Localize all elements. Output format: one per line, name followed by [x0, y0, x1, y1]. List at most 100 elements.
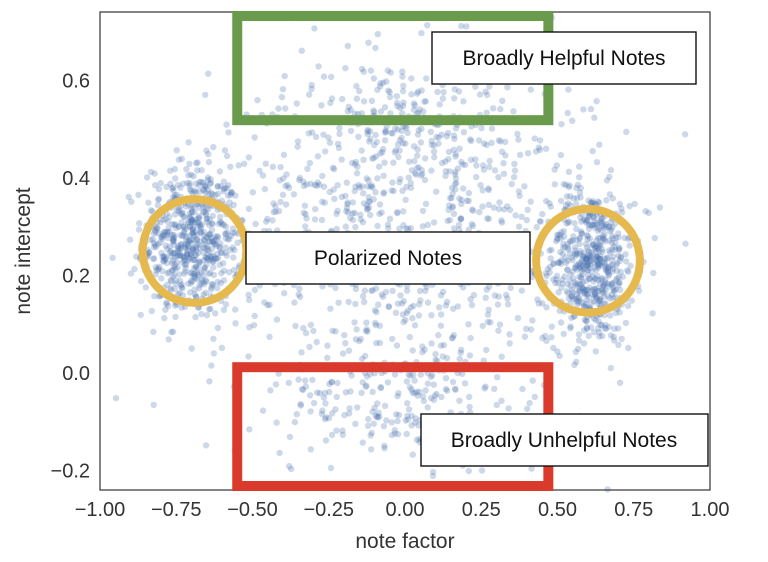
scatter-point — [379, 79, 387, 86]
scatter-point — [516, 192, 523, 200]
scatter-point — [536, 218, 543, 225]
scatter-point — [169, 273, 177, 280]
scatter-point — [458, 158, 465, 166]
scatter-point — [372, 285, 380, 292]
x-tick-label: 0.00 — [386, 499, 425, 521]
scatter-point — [227, 190, 235, 197]
scatter-point — [435, 140, 442, 147]
scatter-point — [403, 309, 410, 317]
scatter-point — [592, 275, 599, 282]
scatter-point — [374, 222, 381, 230]
scatter-point — [334, 140, 342, 148]
scatter-point — [169, 236, 177, 243]
scatter-point — [214, 183, 221, 190]
scatter-point — [152, 182, 159, 189]
scatter-point — [306, 91, 313, 98]
scatter-point — [214, 285, 221, 292]
scatter-point — [612, 239, 619, 247]
scatter-point — [601, 324, 609, 332]
scatter-point — [213, 255, 220, 262]
scatter-point — [499, 97, 506, 105]
scatter-point — [191, 187, 198, 194]
scatter-point — [579, 271, 586, 278]
scatter-point — [597, 242, 604, 249]
scatter-point — [496, 321, 504, 328]
scatter-point — [314, 389, 321, 396]
scatter-point — [198, 280, 205, 287]
scatter-point — [333, 427, 340, 434]
scatter-point — [179, 259, 186, 266]
scatter-point — [417, 297, 424, 304]
scatter-point — [175, 242, 182, 250]
scatter-point — [598, 258, 606, 265]
scatter-point — [200, 186, 207, 193]
scatter-point — [302, 377, 309, 384]
scatter-point — [365, 194, 372, 201]
scatter-point — [399, 87, 407, 95]
scatter-point — [269, 163, 277, 170]
scatter-point — [437, 342, 445, 349]
scatter-point — [300, 178, 307, 185]
scatter-point — [198, 310, 205, 318]
scatter-point — [615, 234, 622, 241]
scatter-point — [543, 337, 550, 345]
scatter-point — [582, 240, 590, 248]
scatter-point — [173, 147, 180, 154]
scatter-point — [276, 449, 283, 457]
scatter-point — [179, 209, 186, 216]
scatter-point — [487, 319, 494, 326]
scatter-point — [467, 296, 474, 303]
scatter-point — [339, 95, 346, 103]
scatter-point — [166, 213, 173, 221]
scatter-point — [578, 258, 585, 265]
scatter-point — [427, 394, 435, 402]
scatter-point — [585, 247, 592, 254]
scatter-point — [583, 244, 591, 251]
scatter-point — [203, 215, 211, 222]
scatter-point — [566, 276, 573, 284]
scatter-point — [400, 318, 407, 326]
scatter-point — [414, 392, 421, 399]
scatter-point — [319, 407, 326, 414]
scatter-point — [162, 215, 169, 223]
scatter-point — [682, 240, 689, 247]
scatter-point — [151, 241, 159, 249]
scatter-point — [181, 243, 189, 250]
scatter-point — [326, 388, 333, 396]
scatter-point — [378, 209, 385, 216]
scatter-point — [174, 247, 181, 255]
scatter-point — [166, 243, 173, 250]
scatter-point — [601, 260, 608, 267]
scatter-point — [570, 233, 577, 240]
scatter-point — [336, 130, 343, 138]
scatter-point — [596, 261, 603, 268]
scatter-point — [330, 186, 337, 193]
scatter-point — [184, 244, 192, 251]
scatter-point — [450, 332, 457, 339]
scatter-point — [452, 153, 459, 160]
scatter-point — [523, 325, 530, 332]
scatter-point — [391, 149, 398, 156]
scatter-point — [208, 234, 216, 242]
scatter-point — [455, 221, 463, 229]
scatter-point — [188, 217, 196, 224]
scatter-point — [615, 252, 622, 260]
scatter-point — [364, 130, 371, 138]
scatter-point — [617, 254, 625, 262]
scatter-point — [449, 378, 457, 386]
scatter-point — [627, 262, 634, 269]
scatter-point — [459, 370, 466, 377]
scatter-point — [373, 153, 380, 160]
scatter-point — [169, 184, 177, 191]
scatter-point — [416, 106, 423, 113]
scatter-point — [352, 158, 360, 166]
scatter-point — [171, 249, 179, 257]
scatter-point — [160, 232, 167, 239]
scatter-point — [451, 385, 459, 393]
scatter-point — [379, 149, 386, 156]
scatter-point — [593, 257, 600, 264]
scatter-point — [348, 372, 355, 379]
scatter-point — [377, 83, 384, 90]
scatter-point — [611, 337, 618, 344]
scatter-point — [189, 229, 197, 236]
